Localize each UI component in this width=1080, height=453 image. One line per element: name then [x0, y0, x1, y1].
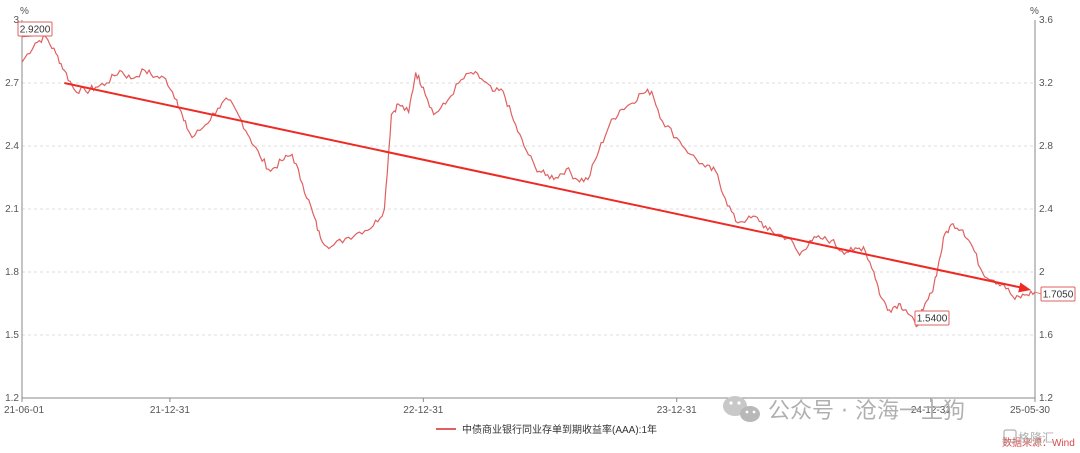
y-axis-right-ticks: 1.2 1.6 2 2.4 2.8 3.2 3.6: [1039, 15, 1053, 404]
y-right-tick-label: 3.6: [1039, 15, 1053, 26]
watermark-text: 公众号 · 沧海一土狗: [768, 399, 965, 424]
y-right-tick-label: 1.2: [1039, 393, 1053, 404]
y-right-tick-label: 2: [1039, 267, 1045, 278]
y-axis-right-unit: %: [1030, 6, 1039, 17]
y-left-tick-label: 3: [13, 15, 19, 26]
callout-box: [1040, 286, 1076, 302]
legend[interactable]: 中债商业银行同业存单到期收益率(AAA):1年: [436, 423, 657, 436]
y-right-tick-label: 1.6: [1039, 330, 1053, 341]
y-left-tick-label: 2.1: [5, 204, 19, 215]
y-right-tick-label: 2.4: [1039, 204, 1053, 215]
callout-label: 2.9200: [20, 25, 51, 36]
callout-box: [914, 310, 950, 326]
x-tick-label: 23-12-31: [657, 405, 697, 416]
x-tick-label: 22-12-31: [403, 405, 443, 416]
x-axis-ticks: 21-06-01 21-12-31 22-12-31 23-12-31 24-12-31…: [4, 398, 1050, 416]
callout-box: [17, 21, 53, 37]
x-tick-label: 24-12-31: [911, 405, 951, 416]
value-callouts: 2.9200 1.5400 1.7050: [17, 21, 1076, 327]
wechat-icon: [723, 396, 760, 422]
y-axis-left-unit: %: [20, 6, 29, 17]
legend-label: 中债商业银行同业存单到期收益率(AAA):1年: [462, 423, 657, 436]
x-tick-label: 21-06-01: [4, 405, 44, 416]
corner-mark: 格隆汇: [1018, 430, 1054, 445]
y-left-tick-label: 2.7: [5, 78, 19, 89]
watermark: 公众号 · 沧海一土狗: [723, 396, 965, 424]
y-right-tick-label: 3.2: [1039, 78, 1053, 89]
y-axis-left-ticks: 1.2 1.5 1.8 2.1 2.4 2.7 3: [5, 15, 19, 404]
corner-logo: 格隆汇: [1003, 429, 1054, 445]
callout-leader: [1034, 291, 1042, 295]
y-left-tick-label: 1.5: [5, 330, 19, 341]
y-left-tick-label: 1.2: [5, 393, 19, 404]
gridlines: [22, 82, 1035, 336]
series-line: [21, 34, 1036, 328]
y-left-tick-label: 1.8: [5, 267, 19, 278]
x-tick-label: 25-05-30: [1010, 405, 1050, 416]
trend-arrow-line: [64, 82, 1024, 289]
callout-label: 1.7050: [1043, 290, 1074, 301]
source-note: 数据来源：Wind: [1002, 436, 1075, 449]
x-tick-label: 21-12-31: [150, 405, 190, 416]
trend-arrowhead: [1018, 282, 1031, 293]
y-right-tick-label: 2.8: [1039, 141, 1053, 152]
callout-label: 1.5400: [917, 314, 948, 325]
y-left-tick-label: 2.4: [5, 141, 19, 152]
